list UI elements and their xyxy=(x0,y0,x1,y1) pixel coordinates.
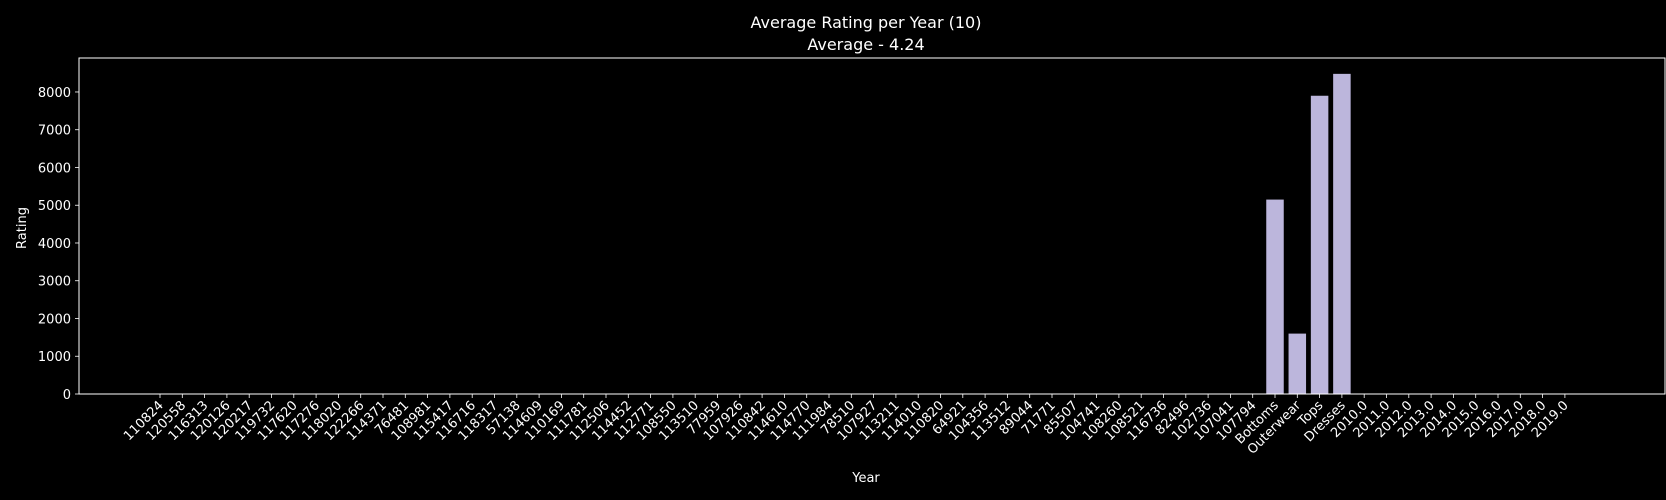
y-tick-label: 5000 xyxy=(38,199,71,214)
chart-subtitle: Average - 4.24 xyxy=(807,35,924,54)
bar-51 xyxy=(1288,333,1307,394)
y-axis-label: Rating xyxy=(15,207,30,249)
plot-frame xyxy=(78,57,1666,395)
y-tick-label: 0 xyxy=(63,388,71,403)
y-tick-label: 7000 xyxy=(38,124,71,139)
y-ticks: 0 1000 2000 3000 4000 5000 6000 7000 8000 xyxy=(38,86,79,403)
chart-title: Average Rating per Year (10) xyxy=(751,13,982,32)
y-tick-label: 4000 xyxy=(38,237,71,252)
bar-53 xyxy=(1333,73,1351,395)
y-tick-label: 6000 xyxy=(38,161,71,176)
y-tick-label: 8000 xyxy=(38,86,71,101)
x-axis-label: Year xyxy=(851,471,880,486)
bar-50 xyxy=(1266,199,1284,394)
y-tick-label: 1000 xyxy=(38,350,71,365)
bars xyxy=(151,73,1351,395)
y-tick-label: 3000 xyxy=(38,275,71,290)
bar-52 xyxy=(1310,95,1329,394)
y-tick-label: 2000 xyxy=(38,312,71,327)
